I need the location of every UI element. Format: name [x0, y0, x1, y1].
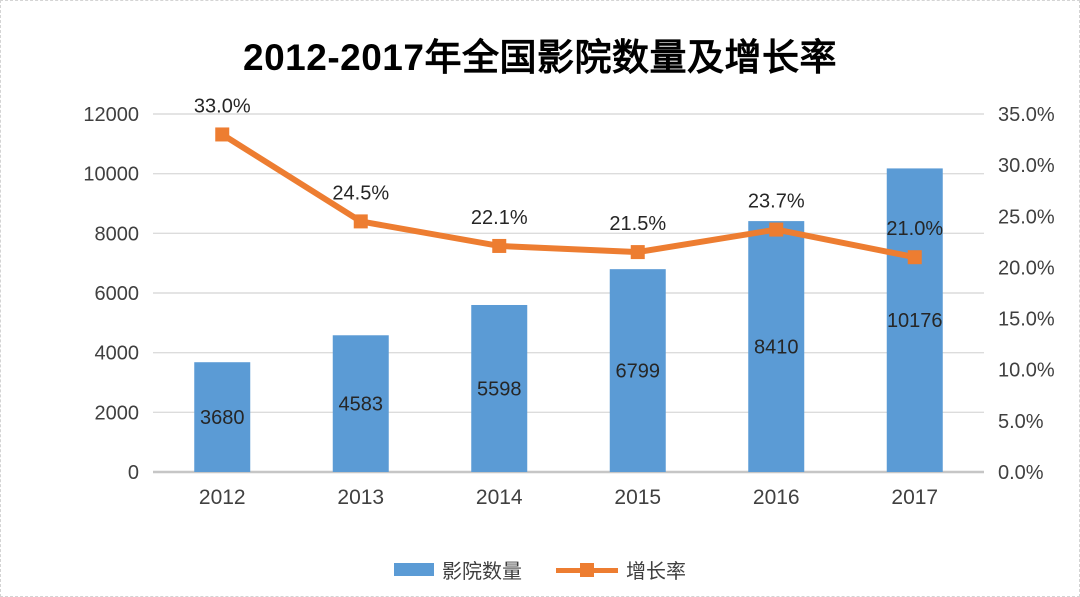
chart-title: 2012-2017年全国影院数量及增长率 — [243, 37, 837, 78]
legend: 影院数量 增长率 — [1, 555, 1079, 584]
bar-value-label: 8410 — [754, 337, 799, 359]
chart-canvas: 0 2000 4000 6000 8000 10000 12000 0.0% 5.0% 10.0%… — [83, 95, 1055, 509]
left-axis-tick-label: 10000 — [83, 164, 139, 186]
line-value-label: 24.5% — [332, 182, 389, 204]
line-series-swatch-icon — [556, 562, 618, 577]
left-axis-tick-label: 8000 — [95, 223, 140, 245]
x-axis-category-label: 2013 — [337, 486, 384, 509]
x-axis-category-label: 2012 — [199, 486, 246, 509]
line-marker-2017 — [907, 250, 922, 265]
bar-2012 — [194, 362, 251, 472]
legend-label-growth-rate: 增长率 — [626, 561, 686, 583]
left-axis-tick-label: 4000 — [95, 343, 140, 365]
left-axis-tick-label: 2000 — [95, 402, 140, 424]
bar-series-swatch-icon — [394, 563, 434, 576]
x-axis-category-label: 2014 — [476, 486, 523, 509]
right-axis-tick-label: 30.0% — [998, 155, 1055, 177]
right-axis-tick-label: 35.0% — [998, 104, 1055, 126]
x-axis-category-label: 2015 — [614, 486, 661, 509]
bar-2017 — [886, 168, 943, 472]
right-axis-tick-label: 5.0% — [998, 411, 1044, 433]
line-value-label: 22.1% — [471, 207, 528, 229]
bar-value-label: 6799 — [616, 361, 661, 383]
legend-label-cinema-count: 影院数量 — [442, 561, 522, 583]
line-marker-2012 — [215, 127, 230, 142]
line-marker-2016 — [769, 222, 784, 237]
growth-rate-line — [220, 131, 916, 261]
left-axis-tick-label: 0 — [128, 462, 139, 484]
bar-value-label: 5598 — [477, 378, 522, 400]
legend-item-growth-rate: 增长率 — [556, 555, 686, 584]
bar-value-label: 4583 — [339, 394, 384, 416]
right-axis-tick-label: 25.0% — [998, 206, 1055, 228]
right-axis-tick-label: 15.0% — [998, 309, 1055, 331]
line-value-label: 21.5% — [609, 213, 666, 235]
line-marker-2013 — [353, 214, 368, 229]
line-marker-2014 — [492, 238, 507, 253]
right-axis-tick-label: 10.0% — [998, 360, 1055, 382]
right-axis-tick-label: 0.0% — [998, 462, 1044, 484]
line-value-label: 23.7% — [748, 191, 805, 213]
bar-2015 — [609, 269, 666, 472]
bar-2014 — [471, 304, 528, 472]
line-marker-2015 — [630, 245, 645, 260]
bar-2016 — [748, 221, 805, 472]
right-axis-tick-label: 20.0% — [998, 257, 1055, 279]
bar-value-label: 3680 — [200, 407, 245, 429]
line-swatch-marker — [580, 562, 594, 577]
line-value-label: 33.0% — [194, 95, 251, 117]
bar-2013 — [332, 335, 389, 472]
legend-item-cinema-count: 影院数量 — [394, 555, 522, 584]
x-axis-category-label: 2017 — [891, 486, 938, 509]
left-axis-tick-label: 12000 — [83, 104, 139, 126]
x-axis-category-label: 2016 — [753, 486, 800, 509]
left-axis-tick-label: 6000 — [95, 283, 140, 305]
line-value-label: 21.0% — [886, 218, 943, 240]
bar-value-label: 10176 — [887, 310, 943, 332]
